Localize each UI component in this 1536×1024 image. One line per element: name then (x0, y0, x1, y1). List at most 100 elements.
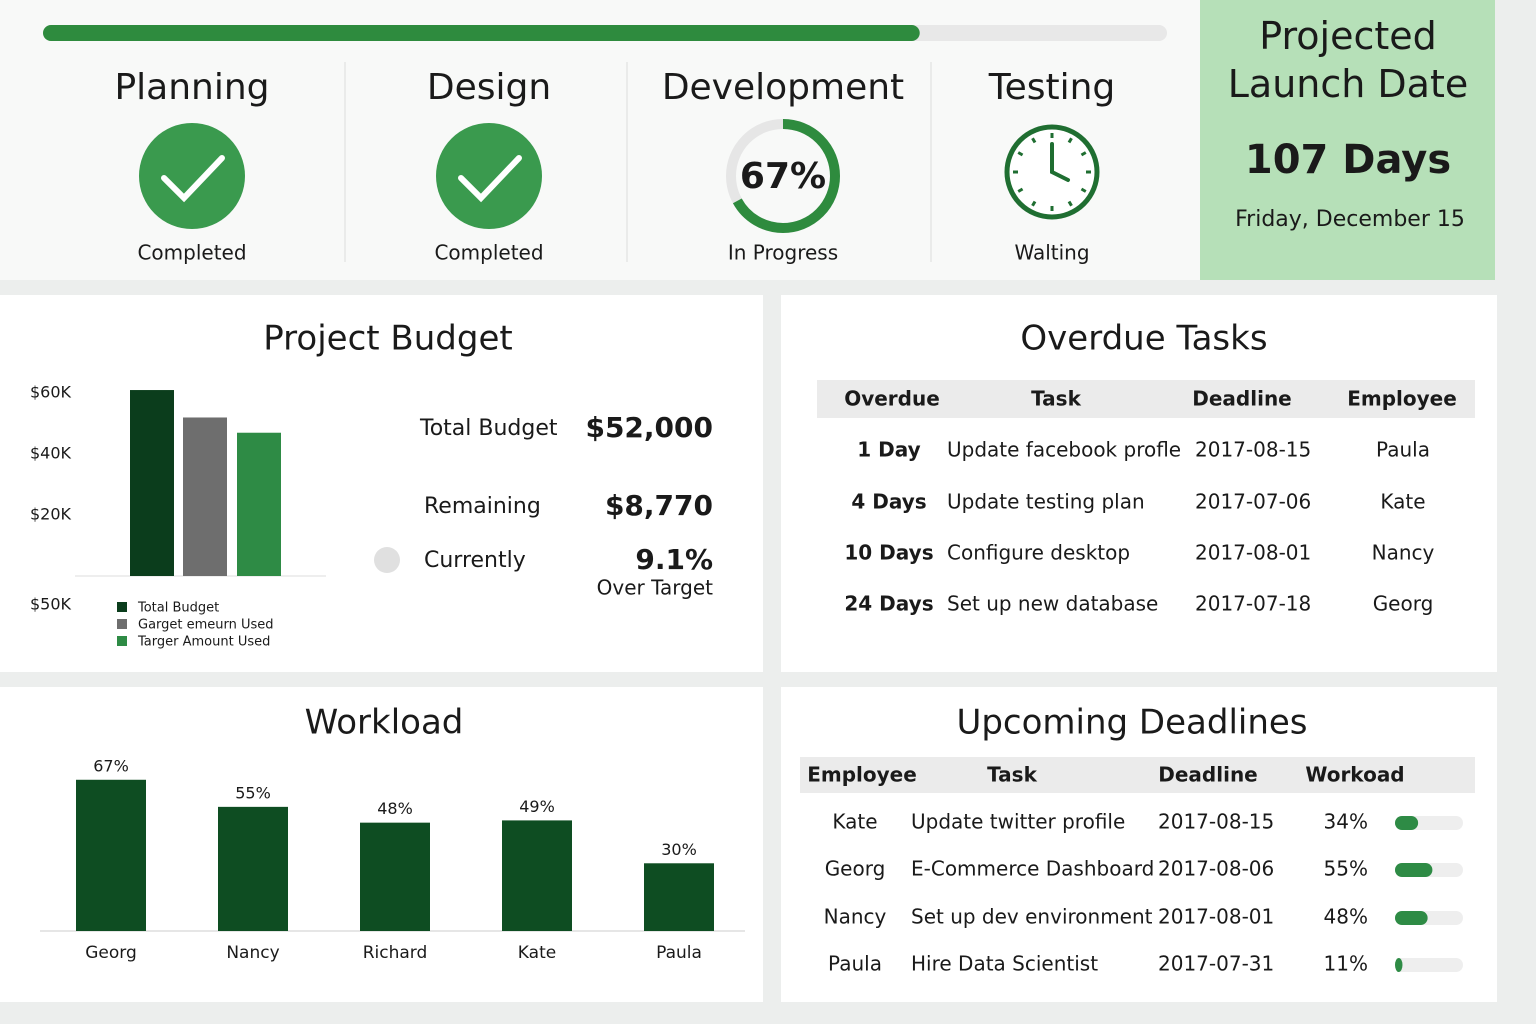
mini-bar (1395, 958, 1403, 972)
clock-hands (1050, 142, 1070, 182)
value-label: 49% (519, 797, 555, 816)
table-cell: 2017-07-31 (1158, 952, 1274, 976)
value-label: 55% (235, 783, 271, 802)
table-header: Deadline (1192, 387, 1292, 411)
table-cell: 2017-08-15 (1195, 438, 1311, 462)
launch-date: Friday, December 15 (1235, 207, 1465, 232)
bar (644, 863, 714, 931)
table-cell: E-Commerce Dashboard (911, 857, 1154, 881)
table-cell: Georg (825, 857, 886, 881)
launch-days: 107 Days (1245, 137, 1451, 183)
phase-status: Completed (434, 241, 543, 265)
mini-bar (1395, 863, 1433, 877)
value-label: 30% (661, 840, 697, 859)
table-header: Task (1031, 387, 1081, 411)
table-cell: Set up dev environment (911, 905, 1153, 929)
legend-label: Total Budget (137, 601, 219, 616)
overdue-days: 10 Days (844, 541, 933, 565)
bar (502, 820, 572, 931)
x-tick-label: Kate (518, 943, 556, 963)
panel-title: Upcoming Deadlines (956, 703, 1307, 743)
bar (183, 417, 227, 576)
table-cell: Update facebook profle (947, 438, 1181, 462)
stat-label: Currently (424, 548, 526, 573)
table-cell: 2017-08-01 (1158, 905, 1274, 929)
bar (130, 390, 174, 576)
table-header: Employee (1347, 387, 1457, 411)
check-mark (161, 155, 225, 203)
bar (360, 822, 430, 931)
upcoming-panel (781, 687, 1497, 1002)
panel-title: Project Budget (263, 319, 512, 359)
table-cell: Kate (832, 810, 877, 834)
workload-label: 48% (1324, 905, 1368, 929)
phase-name: Testing (988, 67, 1116, 108)
phase-status: In Progress (728, 241, 838, 265)
table-cell: 2017-08-06 (1158, 857, 1274, 881)
clock-tick (1031, 137, 1037, 144)
table-cell: Hire Data Scientist (911, 952, 1098, 976)
legend-swatch (117, 602, 127, 612)
table-cell: Update testing plan (947, 490, 1145, 514)
axis-note: $50K (30, 595, 72, 614)
table-header: Workoad (1305, 763, 1404, 787)
bar (76, 779, 146, 931)
bar (218, 806, 288, 931)
table-header: Employee (807, 763, 917, 787)
legend-label: Garget emeurn Used (138, 618, 274, 633)
y-tick-label: $60K (30, 383, 72, 402)
budget-panel (0, 295, 763, 672)
check-mark (458, 155, 522, 203)
mini-bar (1395, 911, 1428, 925)
x-tick-label: Georg (85, 943, 137, 963)
table-cell: Configure desktop (947, 541, 1130, 565)
table-cell: Georg (1373, 592, 1434, 616)
clock-tick (1017, 151, 1024, 157)
table-header-bg (817, 380, 1475, 418)
table-cell: Nancy (824, 905, 887, 929)
table-cell: Kate (1380, 490, 1425, 514)
x-tick-label: Richard (363, 943, 428, 963)
panel-title: Overdue Tasks (1020, 319, 1267, 359)
overdue-days: 1 Day (857, 438, 920, 462)
stat-label: Remaining (424, 494, 541, 519)
value-label: 48% (377, 799, 413, 818)
phase-name: Design (427, 67, 551, 108)
workload-label: 55% (1324, 857, 1368, 881)
table-cell: 2017-07-18 (1195, 592, 1311, 616)
overdue-panel (781, 295, 1497, 672)
table-cell: Set up new database (947, 592, 1158, 616)
stat-label: Total Budget (419, 416, 558, 441)
indicator (374, 547, 400, 573)
workload-label: 11% (1324, 952, 1368, 976)
table-cell: Paula (828, 952, 882, 976)
clock-tick (1067, 137, 1073, 144)
table-cell: 2017-08-01 (1195, 541, 1311, 565)
panel-title: Workload (305, 703, 464, 743)
mini-track (1395, 958, 1463, 972)
table-cell: 2017-08-15 (1158, 810, 1274, 834)
x-tick-label: Paula (656, 943, 702, 963)
table-cell: Paula (1376, 438, 1430, 462)
y-tick-label: $40K (30, 444, 72, 463)
stat-value: 9.1% (635, 543, 713, 576)
clock-tick (1017, 187, 1024, 193)
table-header: Overdue (844, 387, 940, 411)
check-circle (139, 123, 245, 229)
launch-panel (1200, 0, 1495, 280)
overdue-days: 24 Days (844, 592, 933, 616)
overdue-days: 4 Days (851, 490, 926, 514)
legend-swatch (117, 636, 127, 646)
stat-value: $52,000 (585, 411, 713, 444)
phase-name: Planning (114, 67, 269, 108)
clock-tick (1031, 200, 1037, 207)
x-tick-label: Nancy (226, 943, 279, 963)
table-header: Task (987, 763, 1037, 787)
mini-bar (1395, 816, 1419, 830)
clock-tick (1067, 200, 1073, 207)
phase-status: Completed (137, 241, 246, 265)
phase-name: Development (662, 67, 904, 108)
table-cell: 2017-07-06 (1195, 490, 1311, 514)
table-header: Deadline (1158, 763, 1258, 787)
